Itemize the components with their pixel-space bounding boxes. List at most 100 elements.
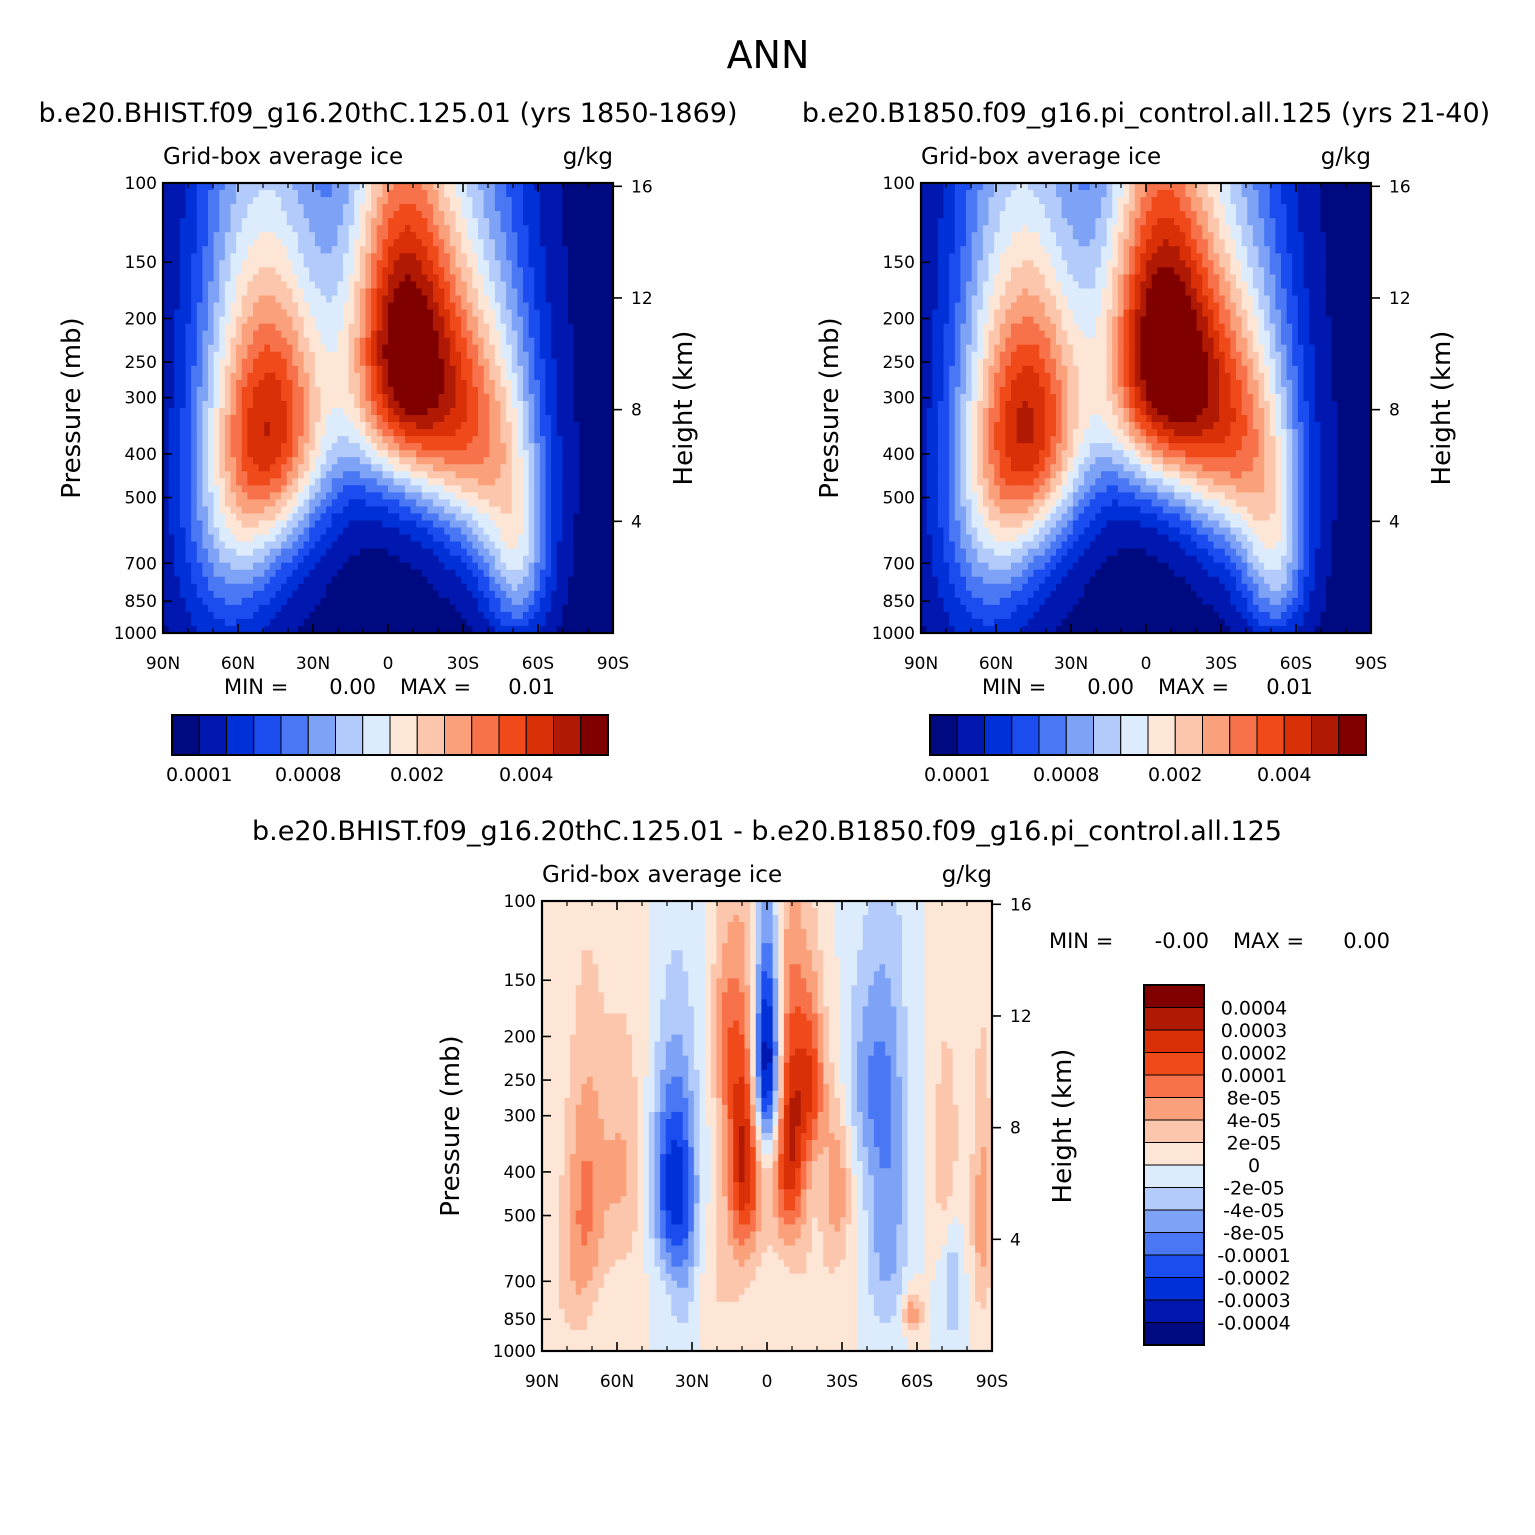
- field-cell: [230, 316, 237, 325]
- field-cell: [483, 520, 490, 529]
- field-cell: [348, 583, 355, 592]
- field-cell: [314, 457, 322, 465]
- field-cell: [359, 604, 367, 613]
- field-cell: [376, 436, 383, 444]
- field-cell: [455, 372, 462, 381]
- field-cell: [331, 457, 338, 465]
- field-cell: [472, 569, 479, 578]
- field-cell: [343, 527, 350, 536]
- field-cell: [506, 281, 513, 290]
- field-cell: [500, 365, 507, 374]
- field-cell: [382, 316, 389, 325]
- field-cell: [410, 436, 417, 444]
- field-cell: [354, 492, 361, 501]
- field-cell: [354, 464, 361, 472]
- field-cell: [224, 351, 232, 360]
- field-cell: [371, 464, 378, 472]
- field-cell: [314, 316, 322, 325]
- field-cell: [371, 485, 378, 493]
- field-cell: [489, 450, 496, 458]
- field-cell: [253, 527, 260, 536]
- field-cell: [545, 344, 552, 353]
- field-cell: [506, 569, 513, 578]
- field-cell: [449, 422, 457, 430]
- field-cell: [359, 218, 367, 226]
- field-cell: [286, 246, 293, 254]
- field-cell: [511, 379, 518, 388]
- field-cell: [539, 239, 547, 247]
- field-cell: [185, 520, 192, 529]
- field-cell: [399, 408, 406, 416]
- field-cell: [410, 288, 417, 297]
- field-cell: [219, 379, 226, 388]
- field-cell: [174, 239, 181, 247]
- field-cell: [562, 358, 569, 367]
- field-cell: [551, 457, 558, 465]
- field-cell: [331, 218, 338, 226]
- field-cell: [292, 239, 299, 247]
- field-cell: [196, 443, 203, 451]
- field-cell: [174, 190, 181, 198]
- field-cell: [584, 429, 592, 437]
- field-cell: [236, 246, 243, 254]
- field-cell: [433, 372, 440, 381]
- field-cell: [191, 239, 198, 247]
- field-cell: [388, 330, 395, 339]
- field-cell: [399, 365, 406, 374]
- field-cell: [314, 590, 322, 599]
- field-cell: [472, 239, 479, 247]
- field-cell: [472, 267, 479, 276]
- field-cell: [500, 372, 507, 381]
- field-cell: [545, 520, 552, 529]
- field-cell: [343, 204, 350, 212]
- field-cell: [455, 520, 462, 529]
- field-cell: [163, 302, 170, 311]
- field-cell: [174, 604, 181, 613]
- field-cell: [568, 372, 575, 381]
- field-cell: [208, 246, 215, 254]
- field-cell: [590, 393, 597, 402]
- field-cell: [376, 464, 383, 472]
- field-cell: [500, 288, 507, 297]
- field-cell: [264, 295, 271, 304]
- field-cell: [286, 379, 293, 388]
- field-cell: [489, 225, 496, 233]
- field-cell: [219, 618, 226, 627]
- field-cell: [213, 253, 220, 261]
- field-cell: [438, 450, 445, 458]
- field-cell: [573, 379, 580, 388]
- field-cell: [292, 541, 299, 550]
- field-cell: [286, 604, 293, 613]
- field-cell: [444, 316, 451, 325]
- field-cell: [399, 281, 406, 290]
- field-cell: [314, 232, 322, 240]
- field-cell: [281, 323, 288, 332]
- field-cell: [286, 499, 293, 508]
- field-cell: [556, 386, 563, 395]
- field-cell: [551, 422, 558, 430]
- field-cell: [269, 330, 277, 339]
- field-cell: [359, 548, 367, 557]
- field-cell: [421, 450, 428, 458]
- field-cell: [247, 597, 254, 606]
- field-cell: [494, 555, 502, 564]
- field-cell: [483, 274, 490, 283]
- field-cell: [219, 457, 226, 465]
- field-cell: [427, 295, 434, 304]
- field-cell: [179, 302, 187, 311]
- field-cell: [382, 190, 389, 198]
- field-cell: [466, 548, 473, 557]
- field-cell: [241, 232, 248, 240]
- field-cell: [331, 618, 338, 627]
- field-cell: [551, 393, 558, 402]
- field-cell: [534, 506, 541, 515]
- field-cell: [224, 358, 232, 367]
- field-cell: [404, 344, 412, 353]
- field-cell: [590, 506, 597, 515]
- field-cell: [281, 527, 288, 536]
- field-cell: [438, 436, 445, 444]
- field-cell: [523, 499, 530, 508]
- field-cell: [371, 246, 378, 254]
- field-cell: [483, 611, 490, 620]
- field-cell: [303, 604, 310, 613]
